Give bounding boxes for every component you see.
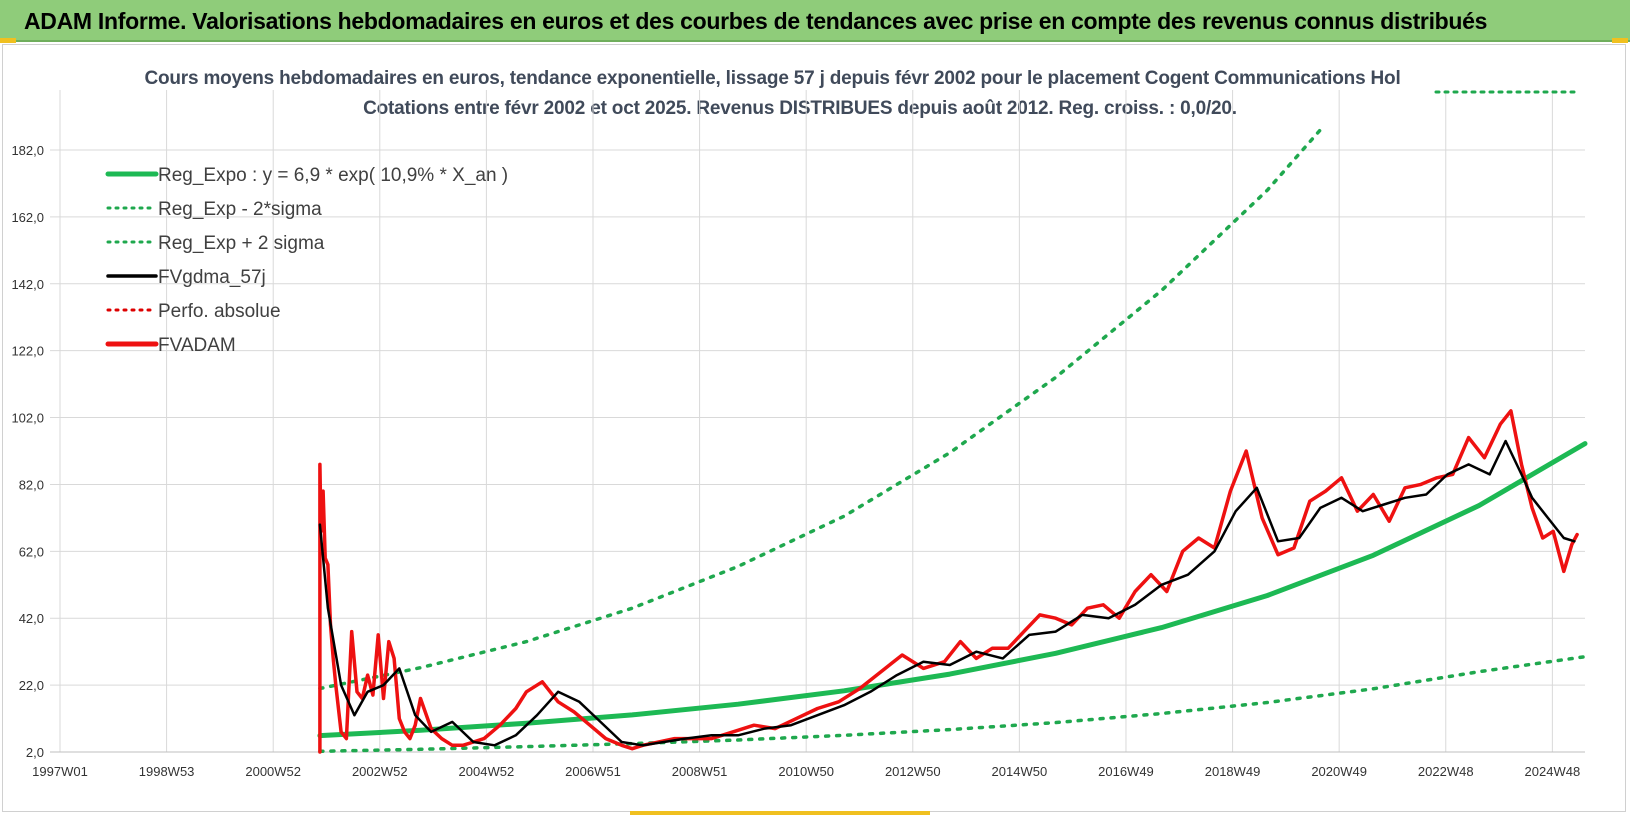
y-tick-label: 122,0	[11, 344, 44, 359]
y-tick-label: 2,0	[26, 745, 44, 760]
x-tick-label: 2008W51	[672, 764, 728, 779]
bottom-accent-left	[630, 811, 930, 815]
x-tick-label: 2024W48	[1525, 764, 1581, 779]
x-tick-label: 1998W53	[139, 764, 195, 779]
legend-label: Reg_Expo : y = 6,9 * exp( 10,9% * X_an )	[158, 165, 508, 186]
report-header: ADAM Informe. Valorisations hebdomadaire…	[0, 0, 1630, 42]
y-tick-label: 102,0	[11, 411, 44, 426]
gridlines	[50, 90, 1585, 753]
x-axis-ticks: 1997W01 1998W53 2000W52 2002W52 2004W52 2006W…	[32, 764, 1580, 779]
x-tick-label: 2014W50	[992, 764, 1048, 779]
price-line	[318, 409, 1579, 754]
x-tick-label: 2016W49	[1098, 764, 1154, 779]
x-tick-label: 1997W01	[32, 764, 88, 779]
x-tick-label: 2010W50	[778, 764, 834, 779]
y-tick-label: 82,0	[19, 477, 44, 492]
x-tick-label: 2004W52	[459, 764, 515, 779]
x-tick-label: 2000W52	[245, 764, 301, 779]
legend-label: FVADAM	[158, 335, 236, 356]
upper-band-line	[318, 128, 1323, 691]
trend-line	[317, 441, 1588, 739]
x-tick-label: 2018W49	[1205, 764, 1261, 779]
y-axis-ticks: 2,0 22,0 42,0 62,0 82,0 102,0 122,0 142,0 162,0 1…	[11, 143, 44, 760]
y-tick-label: 142,0	[11, 277, 44, 292]
corner-accent-left	[0, 38, 16, 43]
x-tick-label: 2002W52	[352, 764, 408, 779]
legend-label: FVgdma_57j	[158, 267, 266, 288]
corner-accent-right	[1612, 38, 1628, 43]
x-tick-label: 2006W51	[565, 764, 621, 779]
y-tick-label: 22,0	[19, 678, 44, 693]
x-tick-label: 2020W49	[1311, 764, 1367, 779]
y-tick-label: 162,0	[11, 210, 44, 225]
y-tick-label: 182,0	[11, 143, 44, 158]
chart-title: Cours moyens hebdomadaires en euros, ten…	[144, 68, 1401, 89]
legend-label: Reg_Exp - 2*sigma	[158, 199, 322, 220]
legend-label: Perfo. absolue	[158, 301, 281, 322]
lower-band-line	[318, 654, 1587, 754]
y-tick-label: 62,0	[19, 544, 44, 559]
report-title: ADAM Informe. Valorisations hebdomadaire…	[24, 8, 1488, 34]
legend: Reg_Expo : y = 6,9 * exp( 10,9% * X_an )…	[105, 165, 508, 356]
chart-subtitle: Cotations entre févr 2002 et oct 2025. R…	[363, 98, 1237, 119]
legend-label: Reg_Exp + 2 sigma	[158, 233, 325, 254]
y-tick-label: 42,0	[19, 611, 44, 626]
series-lines	[317, 128, 1588, 754]
x-tick-label: 2012W50	[885, 764, 941, 779]
x-tick-label: 2022W48	[1418, 764, 1474, 779]
smoothed-line	[318, 439, 1576, 747]
